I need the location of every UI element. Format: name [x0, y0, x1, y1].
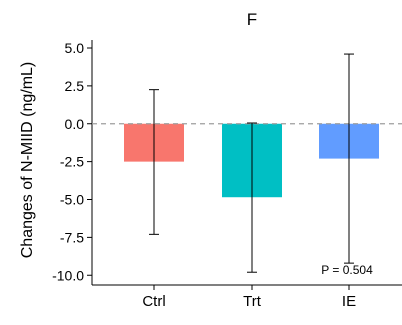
y-tick-label: 2.5 [65, 78, 85, 94]
y-tick-label: -2.5 [60, 154, 84, 170]
y-tick-label: -5.0 [60, 192, 84, 208]
y-axis-label: Changes of N-MIID (ng/mL) [19, 62, 36, 259]
y-tick-label: 5.0 [65, 40, 85, 56]
chart-title: F [247, 10, 257, 29]
y-tick-label: -10.0 [52, 267, 84, 283]
y-tick-label: -7.5 [60, 229, 84, 245]
x-tick-label: IE [342, 293, 356, 310]
x-tick-label: Trt [243, 293, 262, 310]
p-value-annotation: P = 0.504 [321, 263, 373, 277]
plot-area: 5.0 2.5 0.0 -2.5 -5.0 -7.5 -10.0 Ctrl Trt IE [52, 40, 402, 310]
y-tick-label: 0.0 [65, 116, 85, 132]
x-tick-label: Ctrl [142, 293, 165, 310]
